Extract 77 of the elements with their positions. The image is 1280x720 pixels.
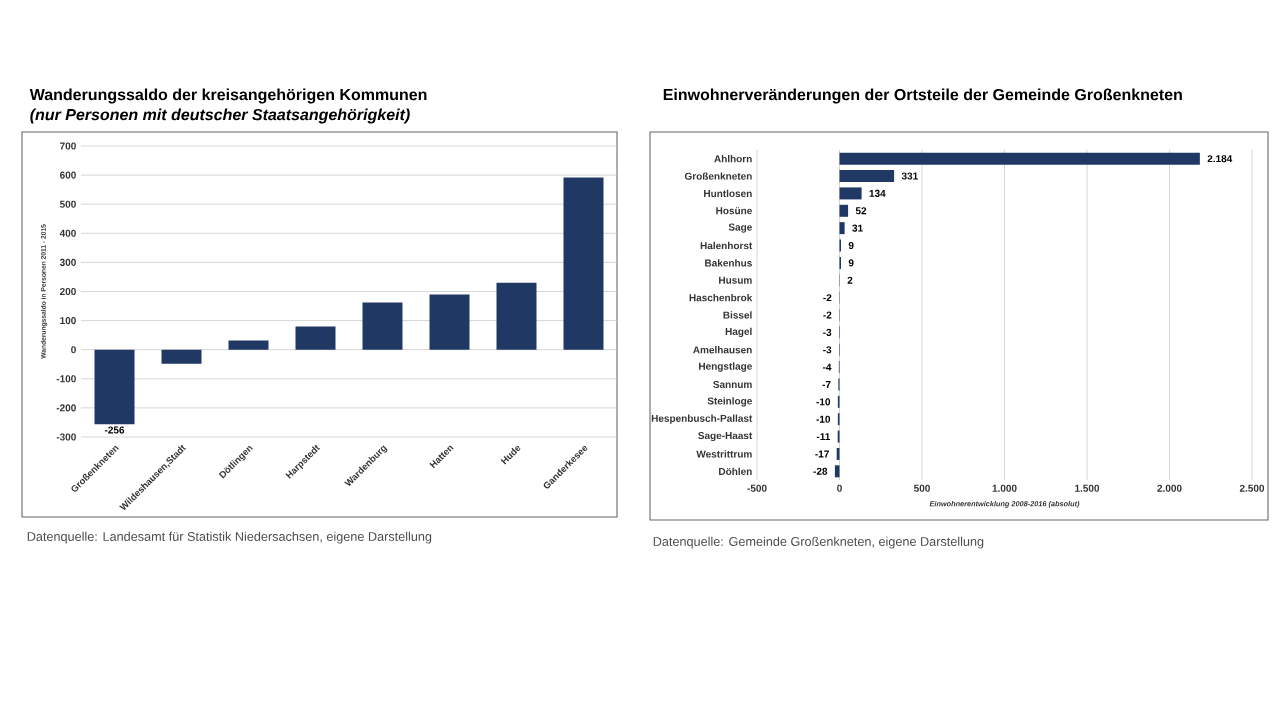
y-tick-label: -100: [56, 375, 76, 383]
data-label: 331: [901, 172, 918, 180]
chart-title: Einwohnerveränderungen der Ortsteile der Gemeinde Großenkneten: [663, 88, 1182, 104]
data-label: -11: [816, 433, 831, 441]
y-tick-label: -300: [56, 433, 76, 441]
y-tick-label: Bakenhus: [705, 259, 752, 267]
x-tick-label: 2.500: [1239, 484, 1265, 492]
data-label: 52: [855, 207, 867, 215]
y-tick-label: 400: [59, 229, 76, 237]
y-tick-label: Husum: [719, 276, 752, 284]
data-label: -3: [823, 346, 832, 354]
x-tick-label: 500: [913, 484, 930, 492]
text: Datenquelle: Gemeinde Großenkneten, eigene Darstellung: [653, 536, 984, 549]
data-label: -4: [822, 363, 832, 371]
data-label: -7: [822, 381, 831, 388]
y-tick-label: 600: [59, 171, 76, 179]
y-tick-label: 700: [60, 142, 76, 150]
bar: [836, 447, 840, 460]
y-tick-label: 300: [59, 258, 76, 266]
data-label: -28: [813, 467, 828, 475]
bar: [429, 294, 470, 350]
bar: [839, 222, 845, 235]
data-label: 2.184: [1207, 155, 1233, 163]
bar: [839, 170, 895, 183]
y-tick-label: Hengstlage: [699, 362, 752, 372]
y-tick-label: Hosüne: [716, 207, 752, 215]
y-tick-label: 100: [60, 317, 76, 325]
bar: [362, 302, 403, 350]
y-tick-label: Halenhorst: [700, 241, 753, 250]
data-label: -3: [823, 328, 832, 336]
y-tick-label: -200: [56, 404, 76, 412]
y-tick-label: Amelhausen: [693, 346, 752, 354]
y-tick-label: Steinloge: [707, 397, 752, 407]
data-label: -2: [823, 294, 832, 302]
data-label: -17: [815, 450, 829, 458]
y-tick-label: Großenkneten: [684, 172, 752, 180]
bar: [496, 282, 537, 350]
x-tick-label: -500: [747, 484, 767, 492]
chart-title: Wanderungssaldo der kreisangehörigen Kommunen: [29, 88, 427, 104]
y-tick-label: 500: [59, 200, 76, 208]
bar: [563, 177, 604, 350]
bar: [839, 187, 862, 200]
y-tick-label: Sage: [728, 223, 752, 233]
bar: [295, 326, 336, 350]
data-label: -10: [816, 398, 831, 406]
data-label: 2: [847, 276, 853, 284]
data-label: -10: [816, 415, 831, 423]
bar: [94, 349, 135, 425]
y-tick-label: Ahlhorn: [714, 155, 752, 163]
x-tick-label: 1.000: [992, 484, 1017, 492]
y-tick-label: Hagel: [725, 327, 752, 338]
bar: [161, 349, 202, 364]
y-tick-label: 200: [59, 287, 76, 296]
data-label: 9: [848, 259, 854, 267]
y-tick-label: 0: [71, 346, 76, 354]
chart-subtitle: (nur Personen mit deutscher Staatsangehörigkeit): [30, 108, 410, 124]
bar: [834, 465, 840, 478]
y-tick-label: Haschenbrok: [689, 293, 753, 302]
data-label: 9: [848, 241, 854, 250]
text: Datenquelle: Landesamt für Statistik Niedersachsen, eigene Darstellung: [27, 531, 432, 544]
y-tick-label: Hespenbusch-Pallast: [651, 414, 753, 424]
y-tick-label: Westrittrum: [696, 450, 752, 458]
data-label: -2: [823, 311, 832, 319]
bar: [228, 340, 269, 350]
bar: [839, 204, 849, 217]
y-tick-label: Sage-Haast: [698, 432, 753, 442]
data-label: -256: [104, 426, 125, 434]
data-label: 134: [869, 189, 886, 197]
x-tick-label: 2.000: [1157, 484, 1182, 492]
y-tick-label: Döhlen: [719, 467, 752, 475]
x-tick-label: 1.500: [1075, 484, 1100, 492]
y-tick-label: Sannum: [713, 380, 752, 389]
y-tick-label: Huntlosen: [704, 189, 752, 198]
y-tick-label: Bissel: [723, 311, 752, 319]
x-tick-label: 0: [837, 484, 842, 492]
data-label: 31: [852, 224, 863, 232]
bar: [839, 152, 1200, 165]
